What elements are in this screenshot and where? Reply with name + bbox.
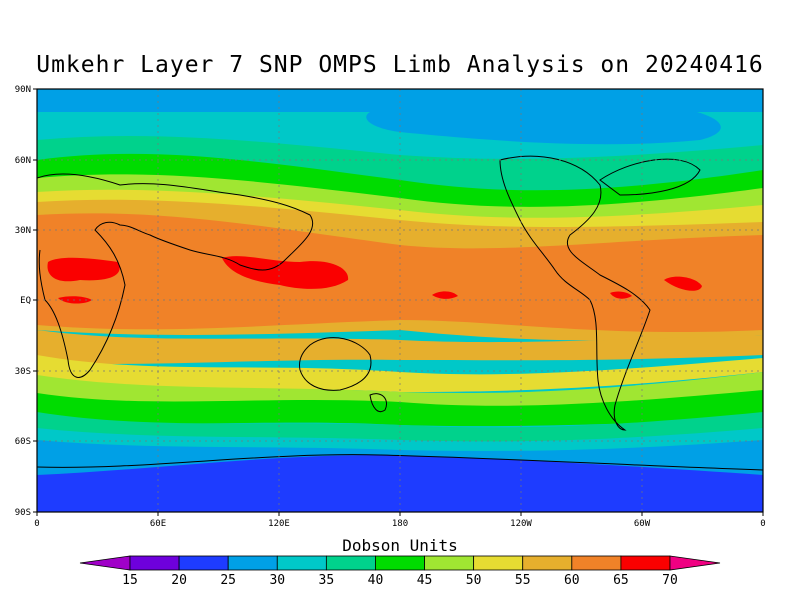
max-africa: [47, 257, 120, 282]
lon-label: 0: [34, 519, 39, 529]
colorbar-swatch: [522, 555, 573, 571]
colorbar-swatch: [129, 555, 180, 571]
lat-label: 60S: [15, 437, 31, 447]
band-40-south: [37, 412, 763, 443]
lat-label: 90N: [15, 85, 31, 95]
max-atlantic: [664, 276, 702, 291]
lat-label: EQ: [20, 296, 31, 306]
colorbar-tick-label: 70: [662, 573, 678, 588]
latitude-labels: 90N 60N 30N EQ 30S 60S 90S: [15, 85, 31, 518]
colorbar-over-arrow: [669, 555, 721, 571]
colorbar-tick-label: 60: [564, 573, 580, 588]
lon-label: 0: [760, 519, 765, 529]
band-45-north: [37, 135, 763, 194]
colorbar-swatch: [227, 555, 278, 571]
lon-label: 180: [392, 519, 408, 529]
colorbar-tick-label: 35: [319, 573, 335, 588]
band-60-south: [37, 330, 763, 364]
colorbar-tick-label: 30: [269, 573, 285, 588]
colorbar-swatch: [473, 555, 524, 571]
coast-greenland: [599, 158, 701, 196]
max-amazon: [610, 291, 632, 299]
coastlines: [37, 155, 763, 471]
tick-marks: [33, 88, 764, 516]
colorbar-tick-label: 15: [122, 573, 138, 588]
graticule: [37, 89, 763, 512]
lat-label: 30S: [15, 367, 31, 377]
band-30-arctic: [366, 96, 721, 145]
band-50-north: [37, 174, 763, 226]
colorbar-swatch: [424, 555, 475, 571]
colorbar-tick-label: 40: [368, 573, 384, 588]
band-55-north: [37, 189, 763, 237]
band-20-antarctic: [37, 455, 763, 512]
colorbar-swatch: [620, 555, 671, 571]
longitude-labels: 0 60E 120E 180 120W 60W 0: [34, 519, 765, 529]
coast-afro-eurasia: [37, 173, 314, 378]
band-50-south: [37, 372, 763, 409]
colorbar-tick-label: 20: [171, 573, 187, 588]
colorbar-tick-label: 50: [466, 573, 482, 588]
band-65-tropics: [37, 213, 763, 333]
lat-label: 30N: [15, 226, 31, 236]
colorbar-swatch: [325, 555, 376, 571]
colorbar-swatch: [375, 555, 425, 571]
lon-label: 60W: [634, 519, 651, 529]
max-west-pacific: [222, 256, 349, 289]
max-central-pacific: [432, 291, 458, 299]
lat-label: 90S: [15, 508, 31, 518]
lon-label: 120E: [268, 519, 290, 529]
colorbar-swatch: [178, 555, 229, 571]
coast-americas: [499, 155, 651, 431]
coast-antarctica: [37, 454, 763, 471]
colorbar-tick-label: 45: [417, 573, 433, 588]
colorbar-tick-label: 55: [515, 573, 531, 588]
colorbar-tick-label: 25: [220, 573, 236, 588]
colorbar-title: Dobson Units: [342, 536, 458, 555]
colorbar: 15 20 25 30 35 40 45 50 55 60 65 70: [79, 555, 721, 588]
band-40-north: [37, 153, 763, 213]
coast-australia: [299, 337, 372, 391]
band-55-south: [37, 355, 763, 392]
map-title: Umkehr Layer 7 SNP OMPS Limb Analysis on…: [36, 52, 764, 78]
lat-label: 60N: [15, 156, 31, 166]
coast-new-zealand: [369, 393, 387, 413]
colorbar-under-arrow: [79, 555, 131, 571]
colorbar-tick-label: 65: [613, 573, 629, 588]
colorbar-swatch: [571, 555, 622, 571]
colorbar-swatch: [276, 555, 327, 571]
lon-label: 120W: [510, 519, 532, 529]
lon-label: 60E: [150, 519, 166, 529]
